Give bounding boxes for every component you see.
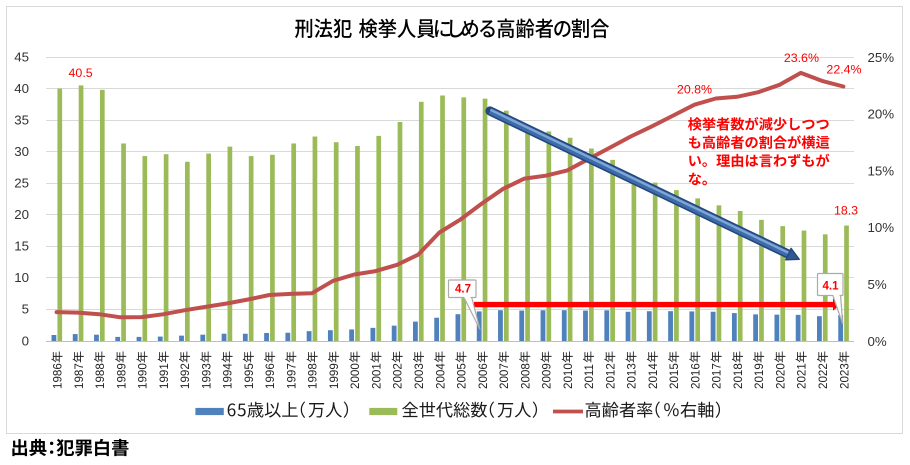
svg-text:1990: 1990 — [137, 363, 150, 389]
svg-text:0: 0 — [22, 333, 29, 348]
svg-text:2009: 2009 — [541, 363, 554, 389]
svg-text:40: 40 — [14, 81, 29, 96]
svg-text:2015: 2015 — [668, 363, 681, 389]
svg-text:2019: 2019 — [753, 363, 766, 389]
svg-text:2018: 2018 — [732, 363, 745, 389]
svg-text:0%: 0% — [868, 334, 887, 349]
svg-text:1988: 1988 — [94, 363, 107, 389]
svg-text:10: 10 — [14, 270, 29, 285]
svg-text:40.5: 40.5 — [69, 66, 93, 80]
svg-text:2010: 2010 — [562, 363, 575, 389]
svg-text:2004: 2004 — [434, 363, 447, 389]
svg-text:2003: 2003 — [413, 363, 426, 389]
svg-text:5%: 5% — [868, 277, 887, 292]
svg-text:18.3: 18.3 — [834, 204, 858, 218]
svg-text:2002: 2002 — [392, 363, 405, 389]
svg-text:20.8%: 20.8% — [677, 83, 712, 97]
svg-text:25%: 25% — [868, 50, 895, 65]
svg-text:5: 5 — [22, 302, 29, 317]
svg-text:1995: 1995 — [243, 363, 256, 389]
svg-text:35: 35 — [14, 112, 29, 127]
svg-text:1992: 1992 — [179, 363, 192, 389]
svg-text:20: 20 — [14, 207, 29, 222]
svg-text:45: 45 — [14, 49, 29, 64]
svg-text:2011: 2011 — [583, 364, 596, 389]
svg-text:1997: 1997 — [285, 363, 298, 389]
svg-text:1991: 1991 — [158, 363, 171, 389]
svg-text:2007: 2007 — [498, 363, 511, 389]
svg-text:2016: 2016 — [689, 363, 702, 389]
svg-text:1994: 1994 — [222, 363, 235, 389]
svg-text:4.7: 4.7 — [455, 284, 471, 296]
svg-text:30: 30 — [14, 144, 29, 159]
svg-text:10%: 10% — [868, 220, 895, 235]
svg-text:2006: 2006 — [477, 363, 490, 389]
svg-text:2014: 2014 — [647, 363, 660, 389]
svg-text:2023: 2023 — [838, 363, 851, 389]
svg-text:2001: 2001 — [371, 363, 384, 389]
svg-text:1986: 1986 — [52, 363, 65, 389]
svg-text:2020: 2020 — [775, 363, 788, 389]
svg-text:1999: 1999 — [328, 363, 341, 389]
svg-text:4.1: 4.1 — [823, 280, 840, 292]
svg-text:2008: 2008 — [519, 363, 532, 389]
svg-text:25: 25 — [14, 176, 29, 191]
svg-text:20%: 20% — [868, 107, 895, 122]
svg-text:1996: 1996 — [264, 363, 277, 389]
svg-text:15: 15 — [14, 239, 29, 254]
svg-text:2000: 2000 — [349, 363, 362, 389]
svg-text:1987: 1987 — [73, 363, 86, 389]
svg-text:1993: 1993 — [200, 363, 213, 389]
svg-text:1998: 1998 — [307, 363, 320, 389]
svg-text:2005: 2005 — [456, 363, 469, 389]
svg-text:2021: 2021 — [796, 363, 809, 389]
svg-text:1989: 1989 — [115, 363, 128, 389]
svg-text:15%: 15% — [868, 163, 895, 178]
svg-text:2013: 2013 — [626, 363, 639, 389]
svg-text:2022: 2022 — [817, 363, 830, 389]
svg-text:2012: 2012 — [604, 363, 617, 389]
svg-text:23.6%: 23.6% — [784, 51, 819, 65]
svg-text:2017: 2017 — [711, 363, 724, 389]
svg-text:22.4%: 22.4% — [826, 63, 861, 77]
